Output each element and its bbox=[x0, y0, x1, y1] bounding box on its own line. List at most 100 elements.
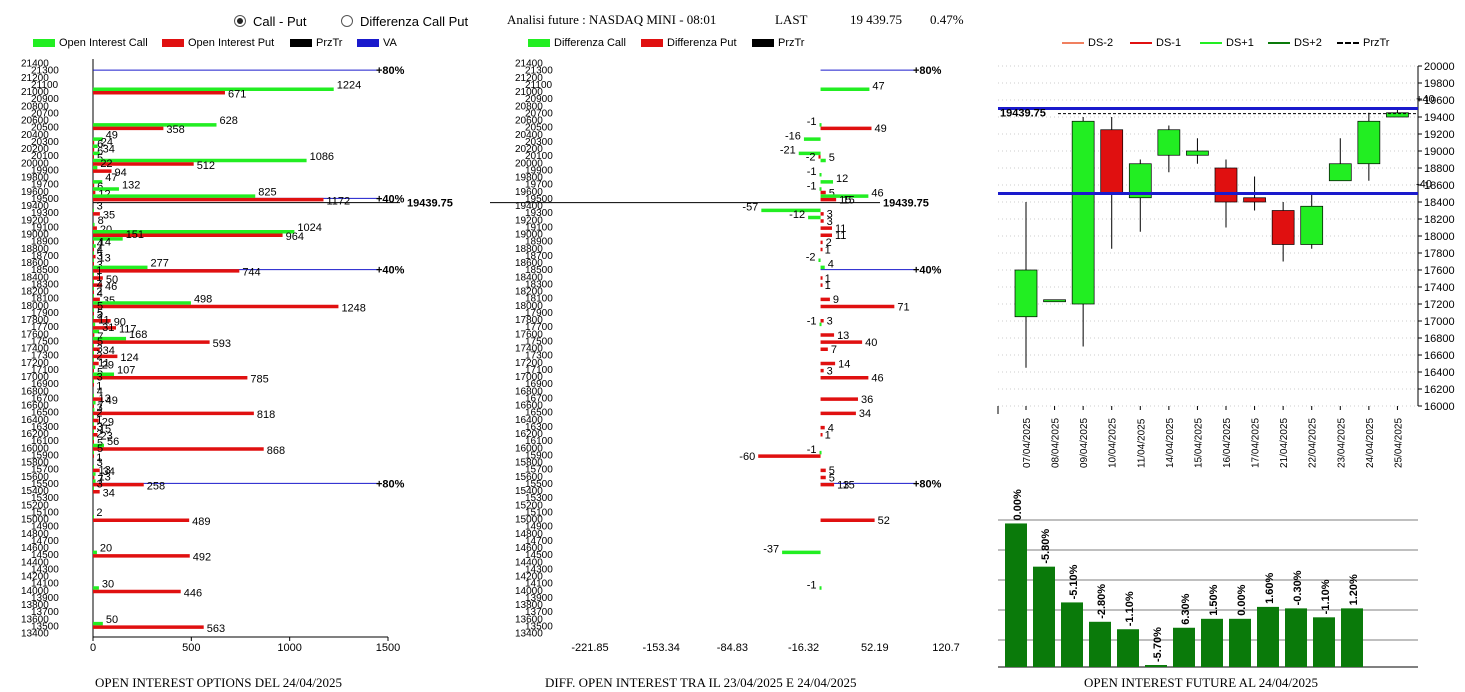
y-tick-label: 17200 bbox=[1424, 299, 1455, 311]
put-value-label: 50 bbox=[106, 274, 118, 286]
call-bar bbox=[93, 194, 256, 198]
call-value-label: 825 bbox=[258, 186, 276, 198]
x-tick-label: -153.34 bbox=[643, 642, 680, 654]
legend-diff-call: Differenza Call bbox=[528, 37, 626, 49]
diff-call-label: -1 bbox=[807, 316, 817, 328]
strike-tick-label: 19500 bbox=[31, 194, 59, 205]
oi-bar-label: -5.70% bbox=[1152, 627, 1164, 662]
x-tick-label: 120.7 bbox=[932, 642, 960, 654]
call-bar bbox=[93, 287, 94, 291]
strike-tick-label: 16900 bbox=[525, 379, 553, 390]
diff-call-label: 4 bbox=[828, 259, 834, 271]
strike-tick-label: 17800 bbox=[515, 315, 543, 326]
strike-tick-label: 19500 bbox=[525, 194, 553, 205]
strike-tick-label: 15000 bbox=[515, 515, 543, 526]
strike-tick-label: 20600 bbox=[21, 116, 49, 127]
legend-swatch bbox=[1337, 42, 1359, 45]
legend-label: Differenza Put bbox=[667, 37, 737, 49]
call-value-label: 11 bbox=[98, 357, 109, 369]
put-value-label: 90 bbox=[114, 317, 126, 329]
strike-tick-label: 19000 bbox=[515, 230, 543, 241]
diff-call-bar bbox=[819, 187, 822, 191]
oi-bar-label: 1.20% bbox=[1348, 574, 1360, 605]
call-bar bbox=[93, 408, 95, 412]
strike-tick-label: 21000 bbox=[21, 87, 49, 98]
strike-tick-label: 17300 bbox=[525, 351, 553, 362]
call-bar bbox=[93, 137, 103, 141]
call-bar bbox=[93, 365, 96, 369]
call-value-label: 24 bbox=[101, 137, 113, 149]
diff-put-label: 1 bbox=[825, 244, 831, 256]
strike-tick-label: 20400 bbox=[21, 130, 49, 141]
oi-bar bbox=[1117, 629, 1139, 667]
call-value-label: 5 bbox=[97, 308, 103, 320]
call-bar bbox=[93, 322, 96, 327]
put-value-label: 29 bbox=[102, 416, 114, 428]
diff-put-bar bbox=[820, 190, 826, 195]
diff-put-bar bbox=[820, 247, 823, 252]
strike-tick-label: 14800 bbox=[21, 529, 49, 540]
call-value-label: 7 bbox=[97, 400, 103, 412]
put-bar bbox=[93, 276, 103, 280]
call-value-label: 1 bbox=[96, 272, 102, 284]
put-bar bbox=[93, 376, 248, 380]
prztr-label: 19439.75 bbox=[407, 198, 453, 210]
diff-call-label: -57 bbox=[742, 202, 758, 214]
legend-swatch bbox=[162, 39, 184, 48]
strike-tick-label: 20900 bbox=[525, 94, 553, 105]
oi-bar-label: -0.30% bbox=[1292, 570, 1304, 605]
va-label: +80% bbox=[376, 65, 405, 77]
strike-tick-label: 20800 bbox=[515, 101, 543, 112]
strike-tick-label: 18100 bbox=[525, 294, 553, 305]
diff-put-label: 4 bbox=[828, 422, 834, 434]
put-value-label: 358 bbox=[166, 124, 184, 136]
strike-tick-label: 16000 bbox=[21, 443, 49, 454]
diff-put-bar bbox=[820, 283, 823, 287]
candle-body bbox=[1071, 120, 1095, 305]
strike-tick-label: 20700 bbox=[525, 108, 553, 119]
put-value-label: 744 bbox=[242, 267, 260, 279]
strike-tick-label: 15600 bbox=[21, 472, 49, 483]
strike-tick-label: 21100 bbox=[31, 80, 59, 91]
strike-tick-label: 19800 bbox=[21, 173, 49, 184]
call-value-label: 3 bbox=[97, 479, 103, 491]
legend-label: DS+2 bbox=[1294, 37, 1322, 49]
call-value-label: 4 bbox=[97, 386, 103, 398]
put-value-label: 35 bbox=[103, 210, 115, 222]
call-bar bbox=[93, 436, 94, 441]
y-tick-label: 18000 bbox=[1424, 231, 1455, 243]
call-value-label: 4 bbox=[97, 243, 103, 255]
put-bar bbox=[93, 155, 94, 159]
put-bar bbox=[93, 311, 94, 316]
diff-put-label: 52 bbox=[878, 515, 890, 527]
strike-tick-label: 21000 bbox=[515, 87, 543, 98]
radio-differenza[interactable] bbox=[341, 15, 353, 27]
diff-put-label: 1 bbox=[825, 273, 831, 285]
diff-call-label: -12 bbox=[789, 209, 805, 221]
candle-body bbox=[1014, 269, 1038, 318]
strike-tick-label: 16300 bbox=[525, 422, 553, 433]
strike-tick-label: 15200 bbox=[515, 500, 543, 511]
strike-tick-label: 17600 bbox=[515, 329, 543, 340]
put-value-label: 489 bbox=[192, 516, 210, 528]
put-bar bbox=[93, 333, 95, 337]
strike-tick-label: 18200 bbox=[515, 287, 543, 298]
strike-tick-label: 19200 bbox=[515, 215, 543, 226]
candlestick-chart: 20000 19800 19600 19400 19200 19000 18800 18600… bbox=[997, 61, 1455, 468]
diff-put-label: 49 bbox=[874, 123, 886, 135]
legend-label: PrzTr bbox=[316, 37, 343, 49]
candle-body bbox=[1328, 163, 1352, 182]
strike-tick-label: 18800 bbox=[515, 244, 543, 255]
call-bar bbox=[93, 165, 98, 170]
diff-put-bar bbox=[820, 197, 837, 202]
strike-tick-label: 17000 bbox=[515, 372, 543, 383]
radio-call-put[interactable] bbox=[234, 15, 246, 27]
footer-oi-options: OPEN INTEREST OPTIONS DEL 24/04/2025 bbox=[95, 675, 342, 690]
y-tick-label: 16200 bbox=[1424, 384, 1455, 396]
call-value-label: 628 bbox=[220, 115, 238, 127]
put-value-label: 117 bbox=[119, 324, 137, 336]
strike-tick-label: 18400 bbox=[515, 272, 543, 283]
strike-tick-label: 17700 bbox=[525, 322, 553, 333]
strike-tick-label: 15100 bbox=[31, 507, 59, 518]
call-bar bbox=[93, 301, 191, 305]
